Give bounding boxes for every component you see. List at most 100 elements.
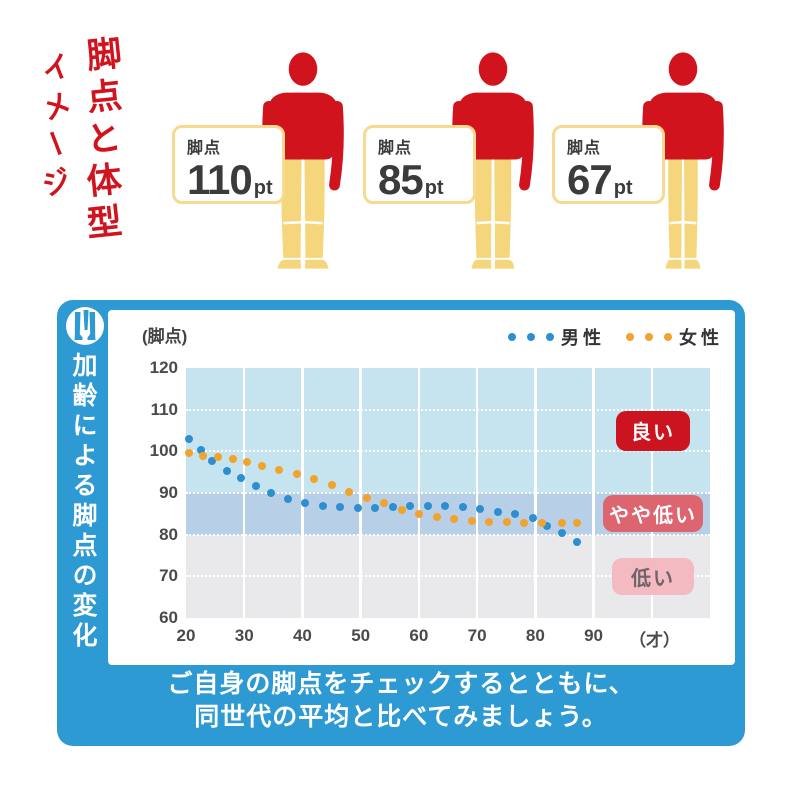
data-point-female xyxy=(467,516,476,525)
x-tick-label: 20 xyxy=(176,626,196,645)
score-label: 脚点 xyxy=(567,140,602,157)
y-tick-label: 110 xyxy=(150,399,178,419)
data-point-male xyxy=(528,514,537,522)
horizontal-gridline xyxy=(186,575,710,578)
legend-label: 男性 xyxy=(561,328,605,348)
x-tick-label: 30 xyxy=(234,626,254,645)
y-tick-label: 80 xyxy=(159,524,178,544)
person-head xyxy=(288,52,318,86)
legend-dot xyxy=(527,333,535,341)
legend-dot xyxy=(546,333,554,341)
data-point-female xyxy=(310,475,319,484)
chart-panel: 加齢による脚点の変化 (脚点) 男性 女性 良い やや低い 低い 120 110 100 9… xyxy=(57,300,745,746)
data-point-male xyxy=(441,502,450,511)
data-point-female xyxy=(415,509,424,518)
data-point-male xyxy=(336,503,345,512)
score-label: 脚点 xyxy=(378,140,413,157)
legend-dot xyxy=(645,333,653,341)
data-point-female xyxy=(502,518,511,527)
x-tick-label: 90 xyxy=(584,626,603,645)
y-tick-label: 70 xyxy=(159,566,178,586)
data-point-female xyxy=(228,454,237,463)
data-point-male xyxy=(371,503,380,512)
page-title: 脚点と体型 xyxy=(79,34,124,248)
data-point-female xyxy=(214,453,223,462)
legend-label: 女性 xyxy=(679,328,723,348)
data-point-male xyxy=(572,538,581,547)
data-point-male xyxy=(237,474,246,482)
data-point-male xyxy=(196,446,205,455)
y-tick-label: 120 xyxy=(149,358,178,377)
legend-item-female: 女性 xyxy=(615,324,723,350)
data-point-male xyxy=(406,502,415,511)
data-point-female xyxy=(432,512,441,521)
data-point-female xyxy=(485,517,494,526)
y-tick-label: 90 xyxy=(159,483,178,502)
data-point-female xyxy=(572,519,581,528)
data-point-female xyxy=(520,518,529,527)
data-point-female xyxy=(292,469,301,478)
data-point-male xyxy=(284,494,292,503)
person-legs xyxy=(277,155,329,269)
rating-badge-1: 良い xyxy=(616,410,690,451)
y-tick-label: 100 xyxy=(149,441,178,461)
data-point-male xyxy=(301,499,310,507)
data-point-female xyxy=(537,519,546,527)
data-point-male xyxy=(458,503,467,512)
legend-item-male: 男性 xyxy=(497,324,605,350)
chart-side-title: 加齢による脚点の変化 xyxy=(69,352,97,652)
x-axis-unit: （才） xyxy=(628,631,680,650)
x-tick-label: 60 xyxy=(409,626,429,645)
data-point-male xyxy=(493,508,502,517)
person-head xyxy=(668,52,698,86)
data-point-male xyxy=(388,503,397,512)
score-label: 脚点 xyxy=(187,140,222,157)
legend-dot xyxy=(508,333,516,341)
person-legs xyxy=(665,155,701,269)
data-point-female xyxy=(380,499,389,508)
data-point-female xyxy=(243,457,252,466)
data-point-female xyxy=(199,451,208,460)
score-unit: pt xyxy=(253,177,273,199)
caption-line-1: ご自身の脚点をチェックするとともに、 xyxy=(167,670,635,698)
chart-card: (脚点) 男性 女性 良い やや低い 低い 120 110 100 90 80 70 60 20 30… xyxy=(108,310,735,665)
data-point-male xyxy=(511,510,520,519)
chart-caption: ご自身の脚点をチェックするとともに、 同世代の平均と比べてみましょう。 xyxy=(57,668,745,734)
score-value: 110 xyxy=(187,156,253,203)
y-axis-unit: (脚点) xyxy=(142,327,188,346)
data-point-male xyxy=(543,521,552,530)
data-point-male xyxy=(251,482,260,491)
horizontal-gridline xyxy=(186,533,710,536)
data-point-male xyxy=(208,456,217,465)
data-point-female xyxy=(184,449,193,457)
score-card: 脚点 85 pt xyxy=(363,125,476,204)
data-point-male xyxy=(557,529,566,538)
x-tick-label: 70 xyxy=(467,626,487,645)
score-value: 85 xyxy=(378,156,424,203)
x-tick-label: 50 xyxy=(351,626,371,645)
score-unit: pt xyxy=(613,177,633,199)
data-point-female xyxy=(362,494,371,502)
horizontal-gridline xyxy=(186,450,710,453)
rating-badge-3: 低い xyxy=(612,557,694,595)
x-tick-label: 80 xyxy=(525,626,545,645)
person-legs xyxy=(471,155,515,269)
legend-dot xyxy=(664,333,672,341)
data-point-male xyxy=(184,434,193,443)
data-point-female xyxy=(327,480,336,489)
score-unit: pt xyxy=(424,177,444,199)
data-point-female xyxy=(450,515,459,524)
data-point-male xyxy=(266,489,275,497)
page-title-second-column: イメージ xyxy=(33,49,77,211)
legs-icon xyxy=(66,307,104,345)
data-point-female xyxy=(257,461,266,470)
score-card: 脚点 110 pt xyxy=(172,125,285,204)
score-card: 脚点 67 pt xyxy=(552,125,665,204)
horizontal-gridline xyxy=(186,492,710,494)
y-tick-label: 60 xyxy=(159,608,178,627)
data-point-female xyxy=(557,519,566,527)
data-point-male xyxy=(222,466,231,475)
score-value: 67 xyxy=(567,156,613,203)
data-point-male xyxy=(476,504,485,513)
